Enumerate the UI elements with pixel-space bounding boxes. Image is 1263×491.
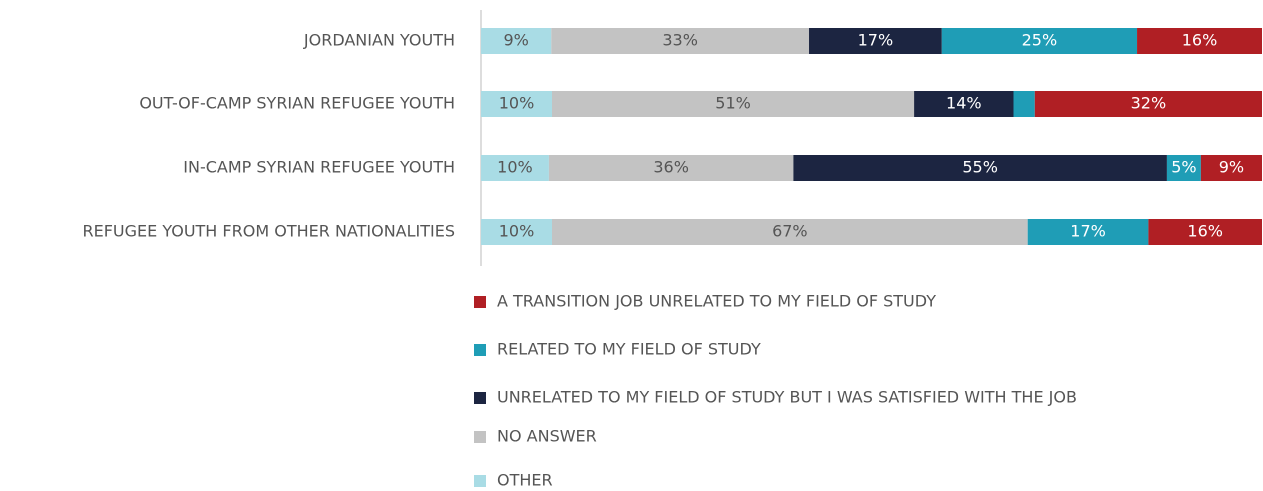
legend-label: UNRELATED TO MY FIELD OF STUDY BUT I WAS… [497, 388, 1077, 407]
legend-swatch [474, 475, 486, 487]
bar-segment [1166, 155, 1201, 181]
bar-segment [481, 91, 552, 117]
value-label: 36% [653, 158, 689, 177]
bar-segment [1200, 155, 1262, 181]
legend-label: NO ANSWER [497, 427, 597, 446]
bar-segment [941, 28, 1138, 54]
bar-segment [552, 91, 915, 117]
bar-segment [1034, 91, 1262, 117]
bar-segment [1148, 219, 1262, 245]
value-label: 67% [772, 222, 808, 241]
value-label: 10% [499, 94, 535, 113]
bar-segment [481, 219, 552, 245]
bar-segment [1027, 219, 1149, 245]
category-label: JORDANIAN YOUTH [303, 31, 455, 50]
legend-label: RELATED TO MY FIELD OF STUDY [497, 340, 761, 359]
value-label: 9% [1219, 158, 1244, 177]
legend-swatch [474, 392, 486, 404]
value-label: 14% [946, 94, 982, 113]
value-label: 17% [1070, 222, 1106, 241]
bar-segment [793, 155, 1167, 181]
value-label: 5% [1171, 158, 1196, 177]
value-label: 25% [1022, 31, 1058, 50]
value-label: 16% [1187, 222, 1223, 241]
legend-label: OTHER [497, 471, 553, 490]
category-label: REFUGEE YOUTH FROM OTHER NATIONALITIES [82, 222, 455, 241]
bar-segment [809, 28, 942, 54]
bar-segment [551, 28, 810, 54]
bar-segment [481, 28, 552, 54]
bar-segment [1137, 28, 1262, 54]
value-label: 17% [858, 31, 894, 50]
value-label: 55% [962, 158, 998, 177]
value-label: 10% [499, 222, 535, 241]
bar-segment [481, 155, 549, 181]
legend-swatch [474, 344, 486, 356]
bar-segment [552, 219, 1028, 245]
bar-segment [914, 91, 1014, 117]
bar-segment [1013, 91, 1035, 117]
legend-swatch [474, 296, 486, 308]
value-label: 51% [715, 94, 751, 113]
value-label: 33% [662, 31, 698, 50]
value-label: 10% [497, 158, 533, 177]
value-label: 32% [1131, 94, 1167, 113]
value-label: 9% [503, 31, 528, 50]
category-label: OUT-OF-CAMP SYRIAN REFUGEE YOUTH [139, 94, 455, 113]
bar-segment [548, 155, 794, 181]
value-label: 16% [1182, 31, 1218, 50]
legend-swatch [474, 431, 486, 443]
legend-label: A TRANSITION JOB UNRELATED TO MY FIELD O… [497, 292, 936, 311]
category-label: IN-CAMP SYRIAN REFUGEE YOUTH [183, 158, 455, 177]
